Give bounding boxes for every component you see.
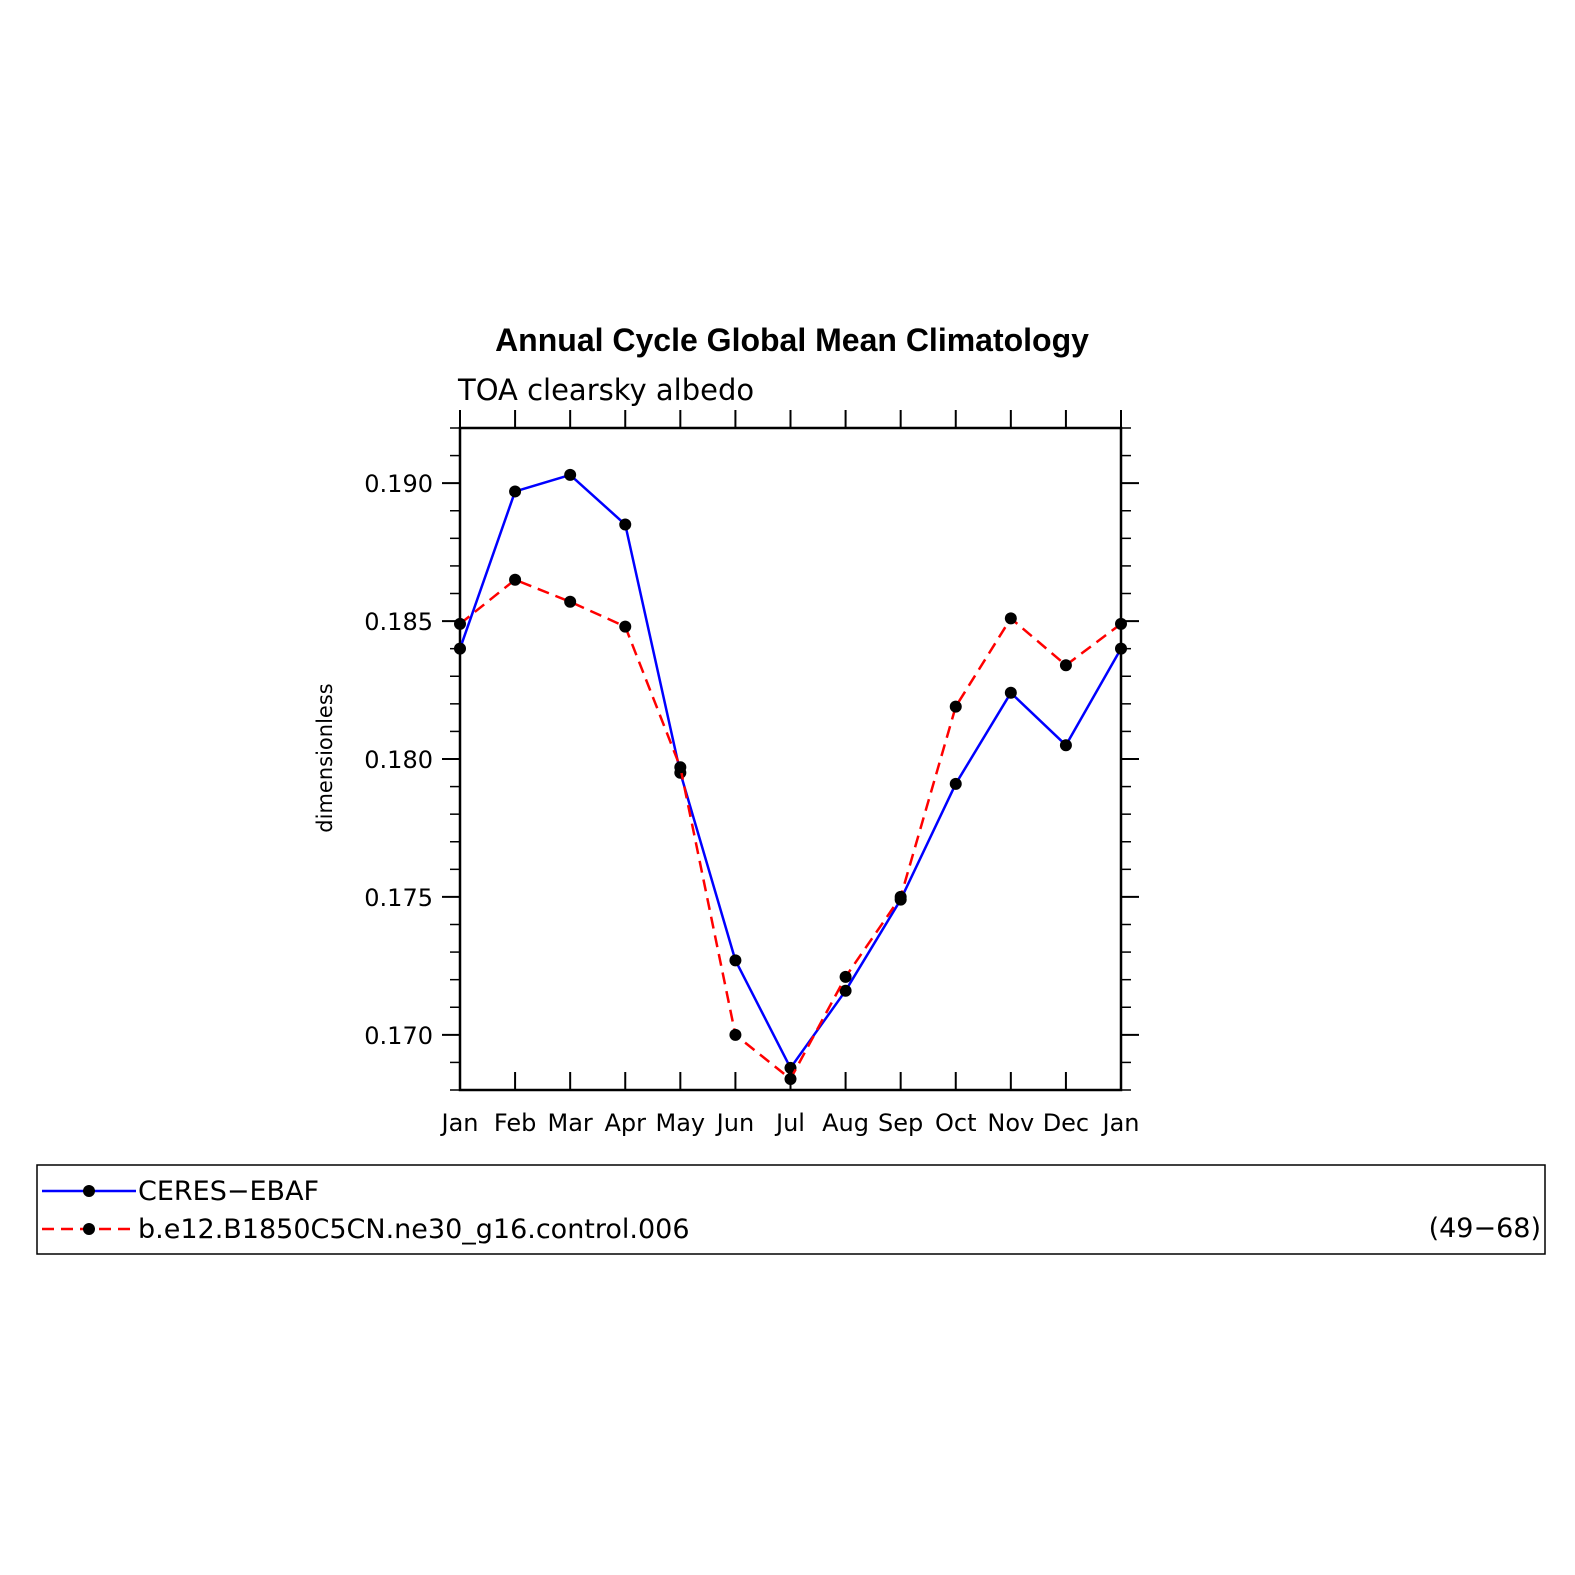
x-tick-label: Jan bbox=[440, 1109, 479, 1137]
x-tick-label: Dec bbox=[1043, 1109, 1089, 1137]
y-tick-label: 0.190 bbox=[364, 470, 433, 498]
chart-title: Annual Cycle Global Mean Climatology bbox=[495, 322, 1089, 358]
x-tick-label: Nov bbox=[987, 1109, 1034, 1137]
legend: CERES−EBAF b.e12.B1850C5CN.ne30_g16.contr… bbox=[36, 1164, 1546, 1255]
x-tick-label: Jan bbox=[1101, 1109, 1140, 1137]
data-point bbox=[454, 642, 466, 655]
x-tick-label: Mar bbox=[548, 1109, 593, 1137]
legend-marker bbox=[83, 1223, 95, 1235]
series-line bbox=[458, 473, 1123, 1070]
y-tick-label: 0.175 bbox=[364, 884, 433, 912]
axes: Jan Feb Mar Apr May Jun Jul Aug Sep Oct Nov Dec Jan 0… bbox=[364, 410, 1140, 1137]
data-point bbox=[729, 954, 742, 967]
data-point bbox=[1059, 659, 1072, 672]
data-point bbox=[949, 700, 962, 713]
series-layer bbox=[454, 468, 1127, 1085]
data-point bbox=[949, 777, 962, 790]
data-point bbox=[1004, 612, 1017, 625]
data-point bbox=[509, 485, 522, 498]
x-tick-label: Oct bbox=[935, 1109, 977, 1137]
data-point bbox=[1004, 686, 1017, 699]
x-tick-label: Jul bbox=[774, 1109, 805, 1137]
series-2 bbox=[454, 573, 1127, 1085]
y-axis-label: dimensionless bbox=[313, 683, 337, 832]
x-tick-label: Feb bbox=[494, 1109, 537, 1137]
legend-box bbox=[36, 1164, 1546, 1255]
plot-frame bbox=[458, 426, 1123, 1092]
legend-marker bbox=[83, 1185, 95, 1197]
y-tick-label: 0.170 bbox=[364, 1022, 433, 1050]
chart-subtitle: TOA clearsky albedo bbox=[457, 373, 754, 407]
x-tick-label: May bbox=[656, 1109, 706, 1137]
data-point bbox=[839, 984, 852, 997]
legend-label: CERES−EBAF bbox=[138, 1176, 319, 1207]
data-point bbox=[564, 468, 577, 481]
x-tick-label: Sep bbox=[878, 1109, 923, 1137]
data-point bbox=[674, 761, 687, 774]
x-tick-label: Apr bbox=[604, 1109, 646, 1137]
series-1 bbox=[454, 468, 1127, 1074]
data-point bbox=[1059, 739, 1072, 752]
legend-label: b.e12.B1850C5CN.ne30_g16.control.006 bbox=[138, 1214, 690, 1245]
y-tick-label: 0.185 bbox=[364, 608, 433, 636]
data-point bbox=[894, 890, 907, 903]
y-tick-label: 0.180 bbox=[364, 746, 433, 774]
data-point bbox=[839, 970, 852, 983]
data-point bbox=[509, 573, 522, 586]
data-point bbox=[619, 518, 632, 531]
data-point bbox=[729, 1028, 742, 1041]
x-tick-label: Jun bbox=[715, 1109, 755, 1137]
data-point bbox=[1115, 642, 1127, 655]
data-point bbox=[1115, 617, 1127, 630]
data-point bbox=[784, 1072, 797, 1085]
data-point bbox=[619, 620, 632, 633]
legend-note: (49−68) bbox=[1429, 1213, 1541, 1244]
data-point bbox=[454, 617, 466, 630]
data-point bbox=[564, 595, 577, 608]
x-tick-label: Aug bbox=[822, 1109, 869, 1137]
series-line bbox=[459, 578, 1122, 1081]
